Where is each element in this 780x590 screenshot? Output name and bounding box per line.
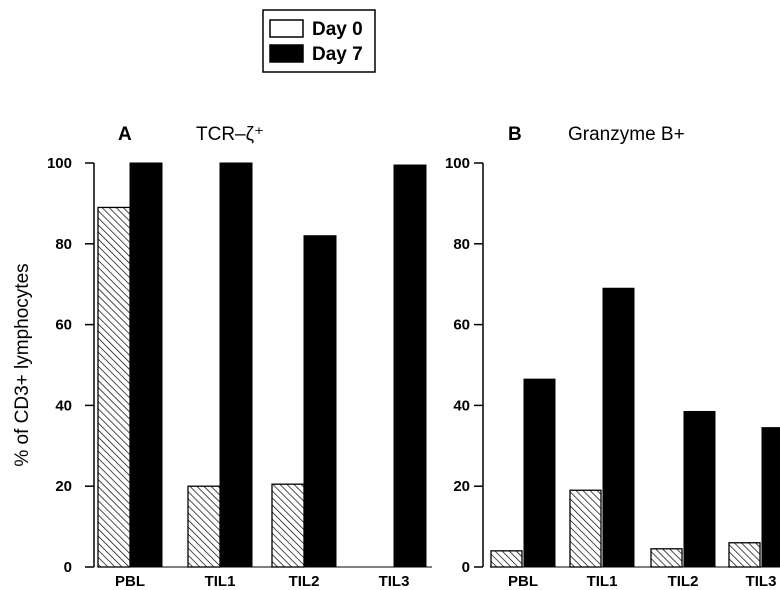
bar-day7-til3 <box>761 427 780 568</box>
panel-a-plot: 0 20 40 60 80 100 PBL TIL1 TIL2 TIL3 <box>47 155 432 590</box>
x-category-label: TIL3 <box>379 573 410 590</box>
legend-swatch-day0 <box>269 19 304 38</box>
bar-day0-pbl <box>97 206 131 568</box>
y-tick-label: 0 <box>462 559 470 576</box>
y-tick-label: 40 <box>55 397 72 414</box>
y-tick-label: 0 <box>64 559 72 576</box>
y-tick-label: 60 <box>55 317 72 334</box>
x-category-label: TIL2 <box>289 573 320 590</box>
bar-day0-til1 <box>187 485 221 568</box>
panel-a-title: TCR–ζ⁺ <box>196 124 264 145</box>
x-category-label: TIL2 <box>668 573 699 590</box>
bar-day0-til1 <box>569 489 602 568</box>
bar-day0-til2 <box>650 548 683 568</box>
bar-day7-til2 <box>683 410 716 568</box>
panel-a-letter: A <box>118 124 132 145</box>
legend-label-day0: Day 0 <box>312 19 363 40</box>
bar-day7-til3 <box>393 164 427 568</box>
panel-b-title: Granzyme B+ <box>568 124 685 145</box>
x-category-label: TIL3 <box>746 573 777 590</box>
legend-label-day7: Day 7 <box>312 44 363 65</box>
y-tick-label: 100 <box>47 155 72 172</box>
x-category-label: PBL <box>115 573 145 590</box>
bar-day7-til1 <box>219 162 253 568</box>
bar-day7-til2 <box>303 235 337 568</box>
bar-day7-til1 <box>602 287 635 568</box>
y-tick-label: 20 <box>453 478 470 495</box>
y-axis-label: % of CD3+ lymphocytes <box>12 263 33 466</box>
bar-day0-pbl <box>490 550 523 568</box>
legend: Day 0 Day 7 <box>262 9 376 73</box>
x-category-label: PBL <box>508 573 538 590</box>
y-tick-label: 60 <box>453 317 470 334</box>
panel-b-letter: B <box>508 124 522 145</box>
bar-day7-pbl <box>523 378 556 568</box>
y-tick-label: 20 <box>55 478 72 495</box>
y-tick-label: 100 <box>445 155 470 172</box>
y-tick-label: 40 <box>453 397 470 414</box>
bar-day0-til3 <box>728 542 761 568</box>
y-tick-label: 80 <box>55 236 72 253</box>
bar-day7-pbl <box>129 162 163 568</box>
bar-day0-til2 <box>271 483 305 568</box>
panel-b-plot: 0 20 40 60 80 100 PBL TIL1 TIL2 TIL3 <box>445 155 780 590</box>
y-tick-label: 80 <box>453 236 470 253</box>
x-category-label: TIL1 <box>587 573 618 590</box>
x-category-label: TIL1 <box>205 573 236 590</box>
legend-swatch-day7 <box>269 44 304 63</box>
